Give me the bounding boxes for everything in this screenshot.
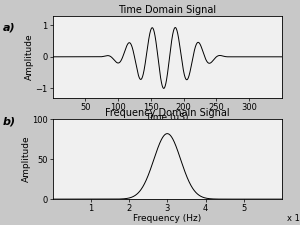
Title: Time Domain Signal: Time Domain Signal <box>118 5 216 15</box>
Text: a): a) <box>3 22 16 32</box>
Y-axis label: Amplitude: Amplitude <box>22 136 31 182</box>
Text: b): b) <box>3 117 16 127</box>
Title: Frequency Domain Signal: Frequency Domain Signal <box>105 108 230 119</box>
Text: x 10⁴: x 10⁴ <box>286 214 300 223</box>
Y-axis label: Amplitude: Amplitude <box>25 34 34 80</box>
X-axis label: Frequency (Hz): Frequency (Hz) <box>133 214 201 223</box>
X-axis label: Time (uS): Time (uS) <box>146 113 189 122</box>
